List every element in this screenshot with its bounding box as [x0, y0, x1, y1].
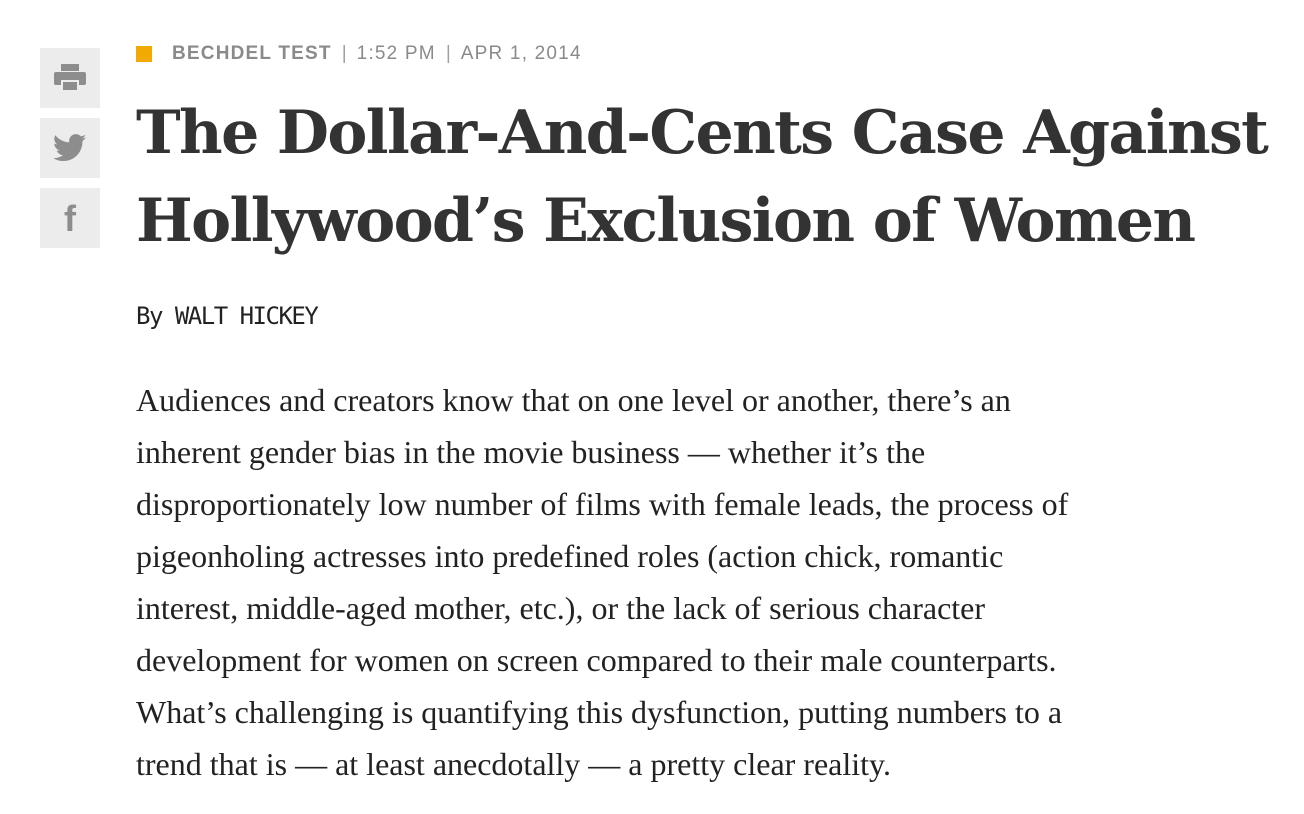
headline-line: The Dollar-And-Cents Case Against [136, 98, 1269, 168]
byline: By WALT HICKEY [136, 302, 319, 330]
paragraph-line: trend that is — at least anecdotally — a… [136, 746, 891, 782]
paragraph-line: development for women on screen compared… [136, 642, 1057, 678]
share-rail: f [40, 48, 100, 258]
headline-line: Hollywood’s Exclusion of Women [136, 186, 1196, 256]
print-button[interactable] [40, 48, 100, 108]
paragraph-line: disproportionately low number of films w… [136, 486, 1069, 522]
author-link[interactable]: WALT HICKEY [174, 302, 319, 330]
paragraph-line: interest, middle-aged mother, etc.), or … [136, 590, 986, 626]
meta-separator: | [341, 43, 347, 64]
facebook-icon: f [64, 198, 76, 239]
paragraph-line: What’s challenging is quantifying this d… [136, 694, 1063, 730]
paragraph-line: Audiences and creators know that on one … [136, 382, 1011, 418]
section-tag-square [136, 46, 152, 62]
publish-date: APR 1, 2014 [460, 43, 582, 64]
article-headline: The Dollar-And-Cents Case Against Hollyw… [136, 89, 1276, 265]
publish-time: 1:52 PM [356, 43, 436, 64]
paragraph-line: inherent gender bias in the movie busine… [136, 434, 926, 470]
section-link[interactable]: BECHDEL TEST [172, 43, 332, 64]
paragraph-line: pigeonholing actresses into predefined r… [136, 538, 1004, 574]
facebook-share-button[interactable]: f [40, 188, 100, 248]
article-meta: BECHDEL TEST | 1:52 PM | APR 1, 2014 [136, 42, 582, 66]
article-paragraph: Audiences and creators know that on one … [136, 374, 1256, 790]
print-icon [54, 64, 86, 92]
twitter-share-button[interactable] [40, 118, 100, 178]
byline-prefix: By [136, 302, 175, 330]
twitter-icon [53, 134, 87, 162]
meta-separator: | [445, 43, 451, 64]
